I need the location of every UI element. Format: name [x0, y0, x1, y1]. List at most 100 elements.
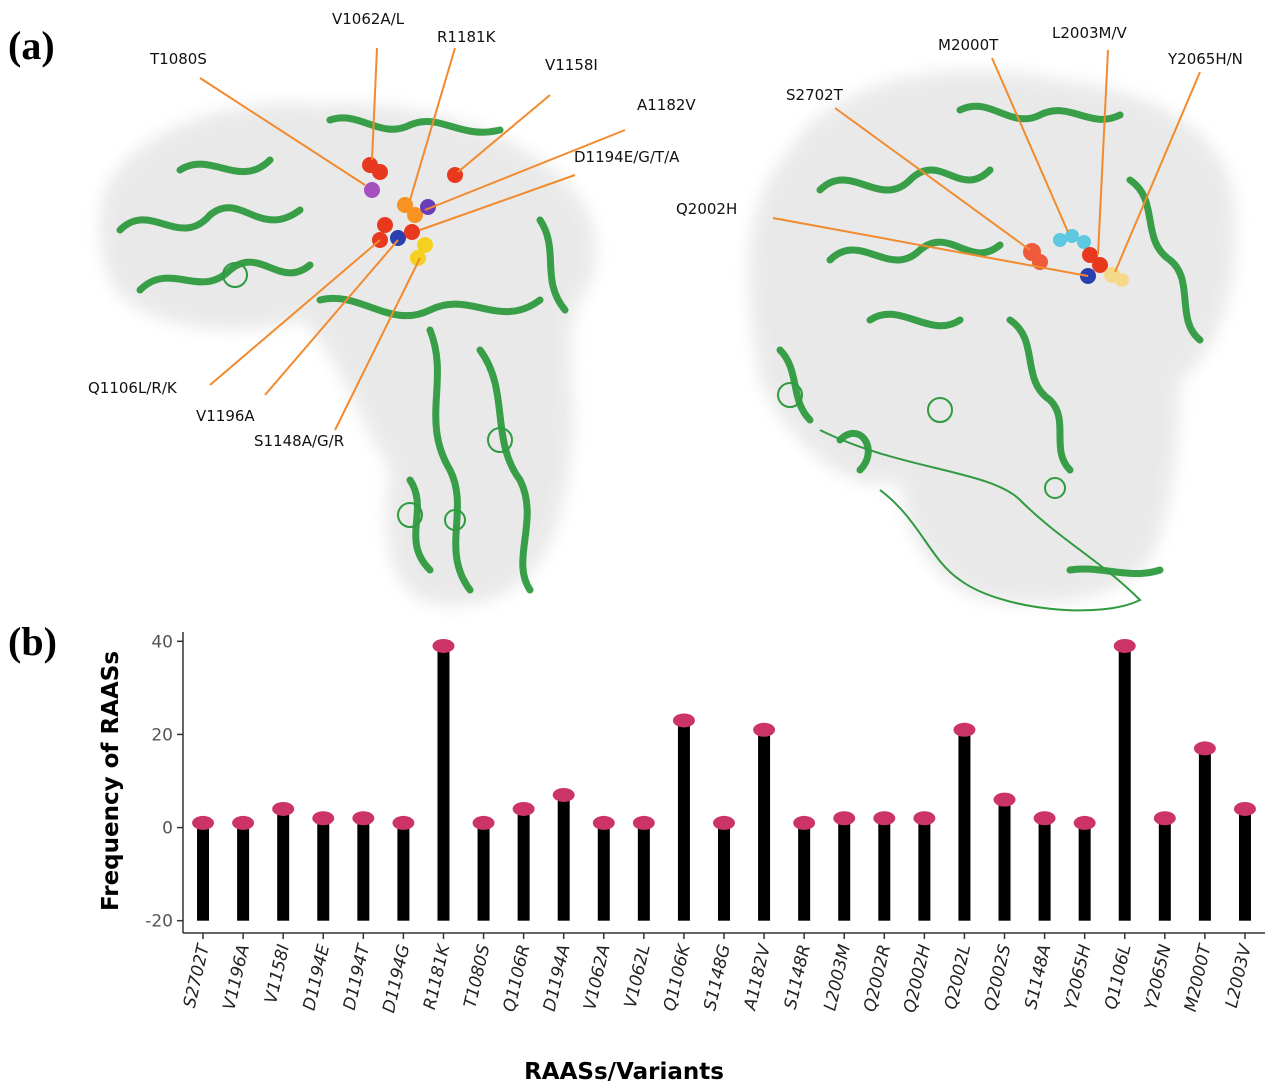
- lollipop-stem: [517, 808, 530, 921]
- lollipop-stem: [317, 818, 330, 921]
- lollipop-stem: [1038, 818, 1051, 921]
- left-label-v1062a: V1062A/L: [332, 10, 405, 28]
- lollipop-marker: [352, 811, 375, 826]
- protein-structures: V1062A/L R1181K T1080S V1158I A1182V D11…: [88, 10, 1243, 612]
- left-label-d1194e: D1194E/G/T/A: [574, 148, 680, 166]
- lollipop-stem: [1198, 748, 1211, 921]
- x-tick-label: Q1106L: [1101, 943, 1135, 1012]
- lollipop-stem: [637, 822, 650, 921]
- y-tick-label: 20: [151, 725, 173, 745]
- panel-b-label: (b): [8, 619, 57, 664]
- right-label-m2000t: M2000T: [938, 36, 999, 54]
- y-tick-label: 40: [151, 632, 173, 652]
- lollipop-stem: [758, 729, 771, 921]
- y-tick-label: -20: [145, 912, 173, 932]
- right-leader-lines: [772, 49, 1201, 277]
- x-tick-label: V1062A: [580, 943, 614, 1012]
- x-tick-label: V1062L: [621, 943, 655, 1010]
- x-tick-label: Q1106K: [660, 941, 695, 1013]
- x-tick-label: T1080S: [460, 942, 494, 1009]
- lollipop-marker: [913, 811, 936, 826]
- lollipop-marker: [512, 801, 535, 816]
- x-tick-label: V1158I: [261, 943, 294, 1006]
- lollipop-marker: [873, 811, 896, 826]
- lollipop-marker: [993, 792, 1016, 807]
- lollipop-marker: [192, 815, 215, 830]
- y-tick-label: 0: [162, 819, 173, 839]
- lollipop-stem: [1118, 645, 1131, 921]
- x-tick-label: S1148R: [781, 943, 815, 1012]
- left-label-a1182v: A1182V: [637, 96, 696, 114]
- lollipop-marker: [793, 815, 816, 830]
- lollipop-marker: [713, 815, 735, 830]
- x-tick-label: S2702T: [180, 941, 214, 1010]
- lollipop-marker: [632, 815, 655, 830]
- lollipop-marker: [672, 713, 695, 728]
- left-mutation-spheres: [362, 157, 463, 266]
- lollipop-stem: [197, 822, 210, 921]
- lollipop-marker: [312, 811, 335, 826]
- left-surface: [99, 102, 597, 606]
- lollipop-stem: [958, 729, 971, 921]
- right-label-q2002h: Q2002H: [676, 200, 737, 218]
- y-axis-title: Frequency of RAASs: [98, 651, 124, 911]
- lollipop-stem: [357, 818, 370, 921]
- right-protein-structure: M2000T L2003M/V Y2065H/N S2702T Q2002H: [676, 24, 1243, 612]
- lollipop-marker: [753, 722, 776, 737]
- x-tick-label: V1196A: [220, 943, 254, 1012]
- lollipop-stem: [838, 818, 851, 921]
- x-tick-label: Q2002R: [860, 943, 895, 1014]
- left-label-r1181k: R1181K: [437, 28, 497, 46]
- lollipop-marker: [272, 801, 295, 816]
- lollipop-marker: [953, 722, 976, 737]
- x-tick-label: Q2002H: [900, 942, 935, 1014]
- lollipop-stem: [397, 822, 410, 921]
- lollipop-marker: [1033, 811, 1056, 826]
- x-tick-label: D1194E: [300, 942, 335, 1012]
- lollipop-marker: [432, 638, 455, 653]
- lollipop-stem: [998, 799, 1011, 921]
- lollipop-marker: [1073, 815, 1096, 830]
- lollipop-stem: [718, 822, 730, 921]
- lollipop-marker: [232, 815, 255, 830]
- panel-a-label: (a): [8, 23, 55, 68]
- left-leader-lines: [199, 47, 626, 431]
- lollipop-marker: [392, 815, 415, 830]
- x-tick-label: A1182V: [740, 941, 775, 1013]
- lollipop-stem: [677, 720, 690, 921]
- left-protein-structure: V1062A/L R1181K T1080S V1158I A1182V D11…: [88, 10, 696, 606]
- lollipop-stem: [1078, 822, 1091, 921]
- x-tick-label: L2003M: [820, 942, 855, 1012]
- right-label-s2702t: S2702T: [786, 86, 844, 104]
- right-label-l2003m: L2003M/V: [1052, 24, 1128, 42]
- lollipop-marker: [1113, 638, 1136, 653]
- lollipop-stem: [798, 822, 811, 921]
- lollipop-stem: [477, 822, 490, 921]
- left-label-s1148a: S1148A/G/R: [254, 432, 344, 450]
- x-tick-label: R1181K: [420, 941, 455, 1012]
- lollipop-stem: [597, 822, 610, 921]
- lollipop-marker: [833, 811, 856, 826]
- x-tick-label: Q1106R: [500, 943, 535, 1014]
- x-tick-label: M2000T: [1181, 941, 1216, 1014]
- lollipop-marker: [472, 815, 495, 830]
- x-tick-label: Q2002L: [941, 943, 975, 1012]
- left-label-v1158i: V1158I: [545, 56, 598, 74]
- x-tick-label: Y2065H: [1061, 942, 1095, 1011]
- x-tick-label: Q2002S: [981, 942, 1016, 1012]
- lollipop-stem: [918, 818, 931, 921]
- lollipop-stem: [1238, 808, 1251, 921]
- left-label-v1196a: V1196A: [196, 407, 255, 425]
- lollipop-stem: [557, 794, 570, 921]
- x-tick-label: L2003V: [1222, 941, 1256, 1010]
- lollipop-marker: [1153, 811, 1176, 826]
- lollipop-marker: [1193, 741, 1216, 756]
- x-tick-label: D1194G: [379, 943, 414, 1015]
- x-axis-title: RAASs/Variants: [524, 1059, 724, 1085]
- x-tick-label: S1148G: [700, 943, 735, 1013]
- x-tick-label: Y2065N: [1141, 942, 1175, 1011]
- lollipop-marker: [552, 787, 575, 802]
- lollipop-stem: [437, 645, 450, 921]
- x-tick-label: S1148A: [1021, 943, 1055, 1012]
